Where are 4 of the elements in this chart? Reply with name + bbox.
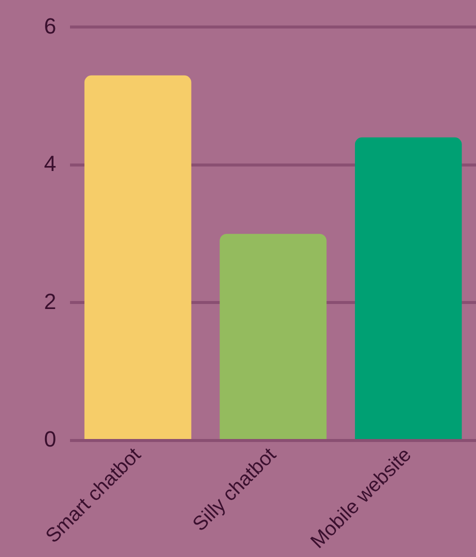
- y-tick-label: 4: [44, 151, 56, 176]
- y-tick-label: 6: [44, 13, 56, 38]
- y-tick-label: 0: [44, 426, 56, 452]
- y-tick-label: 2: [44, 288, 56, 314]
